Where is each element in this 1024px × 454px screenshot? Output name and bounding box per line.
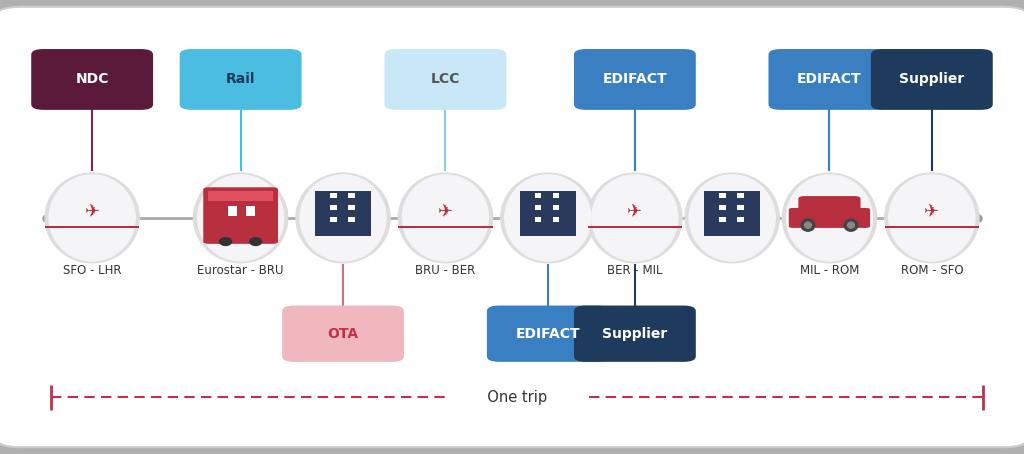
Ellipse shape xyxy=(250,238,262,246)
FancyBboxPatch shape xyxy=(737,217,743,222)
Ellipse shape xyxy=(219,238,231,246)
FancyBboxPatch shape xyxy=(573,49,696,110)
FancyBboxPatch shape xyxy=(719,205,726,210)
Ellipse shape xyxy=(588,173,682,263)
Ellipse shape xyxy=(402,175,488,261)
Text: LCC: LCC xyxy=(431,73,460,86)
Ellipse shape xyxy=(801,219,815,231)
FancyBboxPatch shape xyxy=(487,306,608,362)
FancyBboxPatch shape xyxy=(737,193,743,198)
Ellipse shape xyxy=(194,173,288,263)
FancyBboxPatch shape xyxy=(588,226,682,228)
FancyBboxPatch shape xyxy=(283,306,403,362)
Ellipse shape xyxy=(505,175,591,261)
FancyBboxPatch shape xyxy=(398,226,493,228)
FancyBboxPatch shape xyxy=(385,49,506,110)
FancyBboxPatch shape xyxy=(246,206,255,216)
Text: BER - MIL: BER - MIL xyxy=(607,264,663,276)
Ellipse shape xyxy=(848,222,854,228)
Ellipse shape xyxy=(398,173,493,263)
FancyBboxPatch shape xyxy=(520,191,575,236)
FancyBboxPatch shape xyxy=(348,205,354,210)
FancyBboxPatch shape xyxy=(535,193,542,198)
Ellipse shape xyxy=(501,173,595,263)
Text: ✈: ✈ xyxy=(438,204,453,222)
Ellipse shape xyxy=(805,222,811,228)
FancyBboxPatch shape xyxy=(348,217,354,222)
FancyBboxPatch shape xyxy=(705,191,760,236)
Text: BRU - BER: BRU - BER xyxy=(416,264,475,276)
Text: EDIFACT: EDIFACT xyxy=(515,327,581,340)
FancyBboxPatch shape xyxy=(535,205,542,210)
FancyBboxPatch shape xyxy=(348,193,354,198)
Text: EDIFACT: EDIFACT xyxy=(602,73,668,86)
FancyBboxPatch shape xyxy=(719,193,726,198)
Ellipse shape xyxy=(49,175,135,261)
Text: SFO - LHR: SFO - LHR xyxy=(62,264,122,276)
FancyBboxPatch shape xyxy=(45,226,139,228)
Text: Supplier: Supplier xyxy=(899,73,965,86)
Text: ✈: ✈ xyxy=(628,204,642,222)
FancyBboxPatch shape xyxy=(870,49,993,110)
FancyBboxPatch shape xyxy=(719,217,726,222)
Ellipse shape xyxy=(300,175,386,261)
FancyBboxPatch shape xyxy=(180,49,301,110)
FancyBboxPatch shape xyxy=(330,193,337,198)
FancyBboxPatch shape xyxy=(885,226,979,228)
FancyBboxPatch shape xyxy=(209,191,272,202)
Ellipse shape xyxy=(685,173,779,263)
Text: MIL - ROM: MIL - ROM xyxy=(800,264,859,276)
Text: ROM - SFO: ROM - SFO xyxy=(900,264,964,276)
FancyBboxPatch shape xyxy=(535,217,542,222)
FancyBboxPatch shape xyxy=(315,191,371,236)
Text: One trip: One trip xyxy=(478,390,556,405)
FancyBboxPatch shape xyxy=(553,217,559,222)
Ellipse shape xyxy=(689,175,775,261)
Ellipse shape xyxy=(889,175,975,261)
Text: Supplier: Supplier xyxy=(602,327,668,340)
FancyBboxPatch shape xyxy=(203,187,278,244)
Text: NDC: NDC xyxy=(76,73,109,86)
FancyBboxPatch shape xyxy=(553,205,559,210)
FancyBboxPatch shape xyxy=(227,206,238,216)
Ellipse shape xyxy=(45,173,139,263)
Ellipse shape xyxy=(786,175,872,261)
Text: Rail: Rail xyxy=(226,73,255,86)
FancyBboxPatch shape xyxy=(788,208,870,228)
Ellipse shape xyxy=(885,173,979,263)
Ellipse shape xyxy=(198,175,284,261)
Ellipse shape xyxy=(844,219,858,231)
FancyBboxPatch shape xyxy=(330,205,337,210)
FancyBboxPatch shape xyxy=(737,205,743,210)
FancyBboxPatch shape xyxy=(330,217,337,222)
FancyBboxPatch shape xyxy=(768,49,891,110)
FancyBboxPatch shape xyxy=(553,193,559,198)
Ellipse shape xyxy=(592,175,678,261)
Ellipse shape xyxy=(296,173,390,263)
Text: Eurostar - BRU: Eurostar - BRU xyxy=(198,264,284,276)
Ellipse shape xyxy=(782,173,877,263)
Text: OTA: OTA xyxy=(328,327,358,340)
FancyBboxPatch shape xyxy=(31,49,154,110)
FancyBboxPatch shape xyxy=(0,7,1024,447)
FancyBboxPatch shape xyxy=(799,196,860,217)
FancyBboxPatch shape xyxy=(573,306,696,362)
Text: ✈: ✈ xyxy=(925,204,939,222)
Text: EDIFACT: EDIFACT xyxy=(797,73,862,86)
Text: ✈: ✈ xyxy=(85,204,99,222)
